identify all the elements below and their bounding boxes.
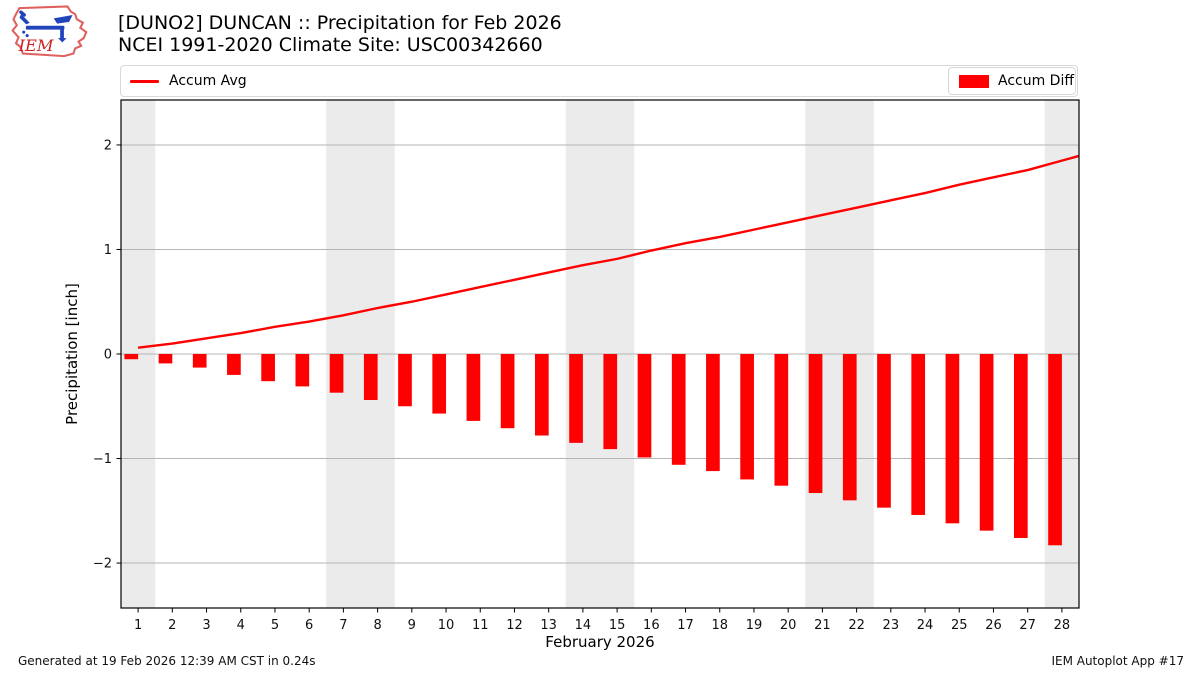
accum-avg-line-swatch: [130, 79, 159, 83]
accum-diff-bar: [808, 354, 823, 494]
accum-diff-bar: [261, 354, 275, 382]
legend-item-accum-diff: Accum Diff: [948, 67, 1076, 95]
accum-diff-bar: [637, 354, 652, 458]
x-tick-label: 13: [540, 618, 557, 633]
page-title: [DUNO2] DUNCAN :: Precipitation for Feb …: [118, 12, 562, 34]
x-tick-label: 10: [438, 618, 455, 633]
x-tick-label: 19: [746, 618, 763, 633]
accum-diff-bar: [466, 354, 481, 421]
accum-avg-line: [137, 154, 1080, 349]
accum-diff-bar: [398, 354, 412, 407]
x-tick-label: 18: [711, 618, 728, 633]
x-tick-label: 20: [780, 618, 797, 633]
accum-diff-bar: [569, 354, 583, 443]
accum-diff-bar: [945, 354, 960, 524]
x-tick-label: 25: [951, 618, 968, 633]
x-tick-label: 8: [373, 618, 381, 633]
legend-item-accum-avg: Accum Avg: [121, 73, 247, 89]
accum-diff-bar: [363, 354, 378, 400]
accum-diff-label: Accum Diff: [998, 73, 1075, 89]
accum-diff-bar: [740, 354, 754, 480]
x-tick-label: 17: [677, 618, 694, 633]
x-tick-label: 23: [883, 618, 900, 633]
accum-diff-bar: [158, 354, 173, 364]
x-tick-label: 27: [1019, 618, 1036, 633]
x-tick-label: 16: [643, 618, 660, 633]
weather-vane-icon: [19, 10, 73, 43]
accum-diff-bar: [671, 354, 686, 465]
x-tick-label: 2: [168, 618, 176, 633]
logo-text: IEM: [18, 36, 54, 55]
x-tick-label: 15: [609, 618, 626, 633]
x-tick-label: 1: [134, 618, 142, 633]
y-axis-label: Precipitation [inch]: [63, 283, 81, 425]
x-tick-label: 3: [202, 618, 210, 633]
x-tick-label: 7: [339, 618, 347, 633]
accum-diff-bar: [911, 354, 926, 515]
accum-diff-bar-swatch: [959, 74, 989, 88]
accum-diff-bar: [432, 354, 447, 414]
x-tick-label: 4: [237, 618, 245, 633]
accum-diff-bar: [124, 354, 139, 360]
x-tick-label: 6: [305, 618, 313, 633]
y-tick-label: 1: [104, 243, 112, 258]
x-tick-label: 24: [917, 618, 934, 633]
accum-diff-bar: [1048, 354, 1062, 546]
x-tick-label: 9: [408, 618, 416, 633]
iem-logo: IEM: [11, 5, 88, 58]
accum-diff-bar: [500, 354, 515, 429]
accum-diff-bar: [603, 354, 618, 450]
accum-diff-bar: [329, 354, 344, 393]
app-credit: IEM Autoplot App #17: [1051, 654, 1184, 668]
accum-avg-label: Accum Avg: [169, 73, 247, 89]
x-tick-label: 14: [575, 618, 592, 633]
accum-diff-bar: [774, 354, 789, 486]
legend: Accum Avg Accum Diff: [120, 65, 1078, 97]
x-tick-label: 28: [1054, 618, 1071, 633]
accum-diff-bar: [227, 354, 241, 375]
accum-diff-bar: [534, 354, 549, 436]
accum-diff-bar: [1013, 354, 1028, 538]
x-tick-label: 26: [985, 618, 1002, 633]
page-subtitle: NCEI 1991-2020 Climate Site: USC00342660: [118, 34, 543, 56]
accum-diff-bar: [979, 354, 994, 531]
accum-diff-bar: [295, 354, 310, 387]
accum-diff-bar: [842, 354, 857, 501]
generated-timestamp: Generated at 19 Feb 2026 12:39 AM CST in…: [18, 654, 316, 668]
accum-diff-bar: [877, 354, 891, 508]
x-tick-label: 5: [271, 618, 279, 633]
y-tick-label: 0: [104, 348, 112, 363]
accum-diff-bar: [192, 354, 207, 368]
x-tick-label: 12: [506, 618, 523, 633]
x-axis-label: February 2026: [545, 633, 654, 651]
x-tick-label: 11: [472, 618, 489, 633]
accum-diff-bar: [706, 354, 720, 472]
x-tick-label: 21: [814, 618, 831, 633]
y-tick-label: −1: [93, 452, 112, 467]
y-tick-label: 2: [104, 138, 112, 153]
y-tick-label: −2: [93, 557, 112, 572]
x-tick-label: 22: [848, 618, 865, 633]
